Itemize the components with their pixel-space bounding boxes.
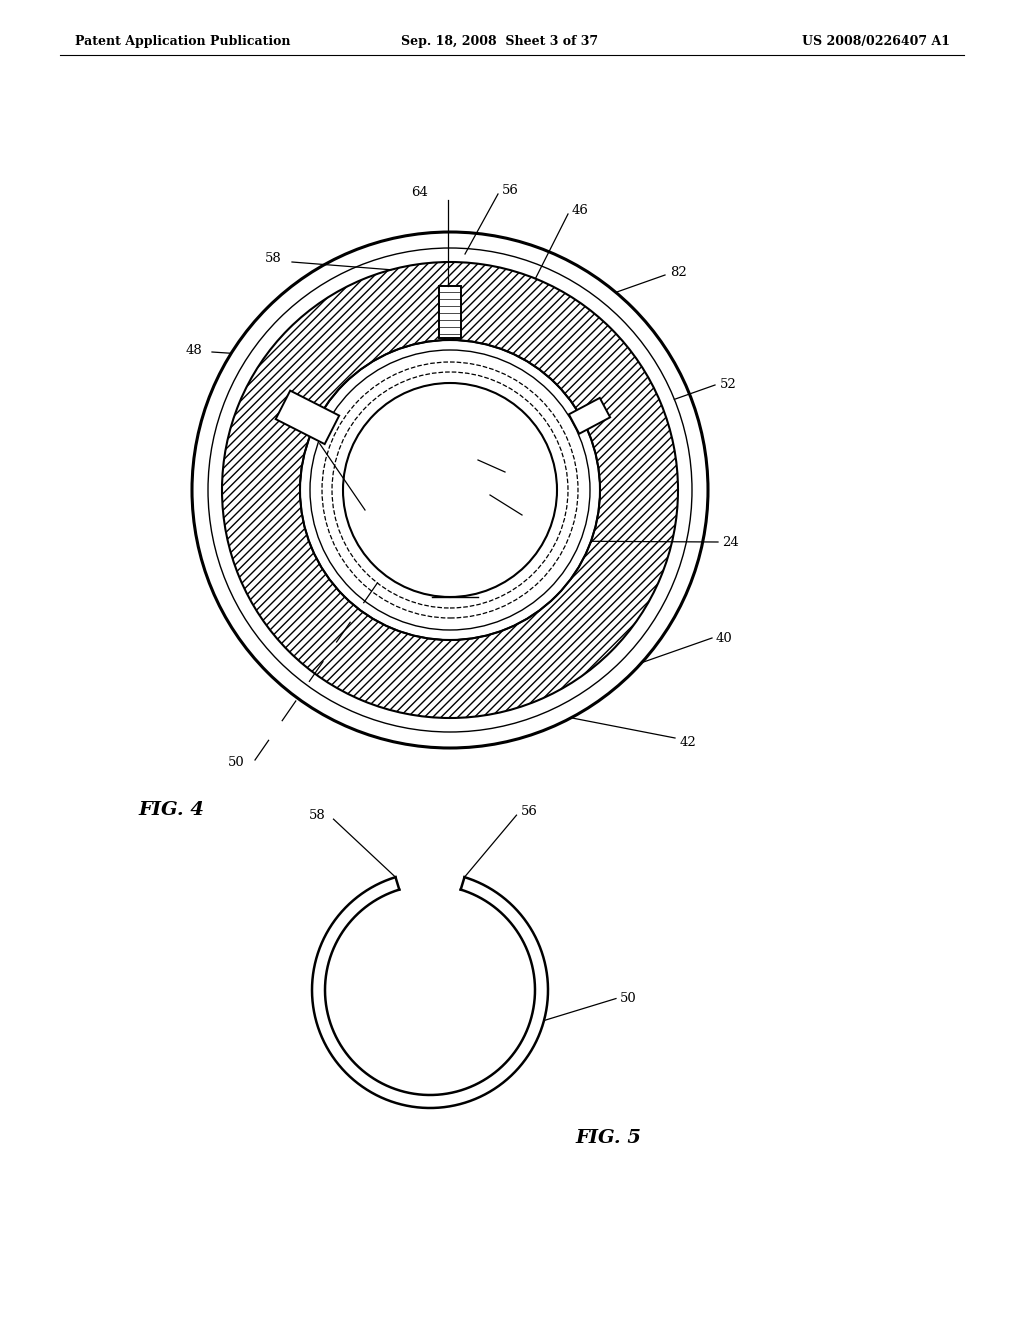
Text: 44: 44 [525, 511, 542, 524]
Text: 24: 24 [722, 536, 738, 549]
Bar [275, 391, 339, 444]
Text: 52: 52 [720, 379, 736, 392]
Text: 82: 82 [670, 265, 687, 279]
Text: 50: 50 [620, 993, 637, 1005]
Text: Sep. 18, 2008  Sheet 3 of 37: Sep. 18, 2008 Sheet 3 of 37 [401, 36, 599, 49]
Wedge shape [222, 261, 678, 718]
Text: 56: 56 [502, 183, 519, 197]
Bar [569, 397, 610, 434]
Text: 28: 28 [445, 578, 465, 591]
Text: US 2008/0226407 A1: US 2008/0226407 A1 [802, 36, 950, 49]
Text: 64: 64 [411, 186, 428, 198]
Text: 48: 48 [185, 343, 202, 356]
Text: 58: 58 [309, 809, 326, 821]
Text: 40: 40 [716, 631, 733, 644]
Text: FIG. 5: FIG. 5 [575, 1129, 641, 1147]
Bar [439, 286, 461, 338]
Text: 58: 58 [265, 252, 282, 264]
Text: Patent Application Publication: Patent Application Publication [75, 36, 291, 49]
Text: 42: 42 [680, 735, 696, 748]
Text: 60: 60 [508, 467, 525, 480]
Text: FIG. 4: FIG. 4 [138, 801, 204, 818]
Text: 46: 46 [572, 203, 589, 216]
Text: 50: 50 [228, 755, 245, 768]
Text: 62: 62 [343, 506, 360, 519]
Circle shape [343, 383, 557, 597]
Text: 56: 56 [520, 805, 538, 817]
